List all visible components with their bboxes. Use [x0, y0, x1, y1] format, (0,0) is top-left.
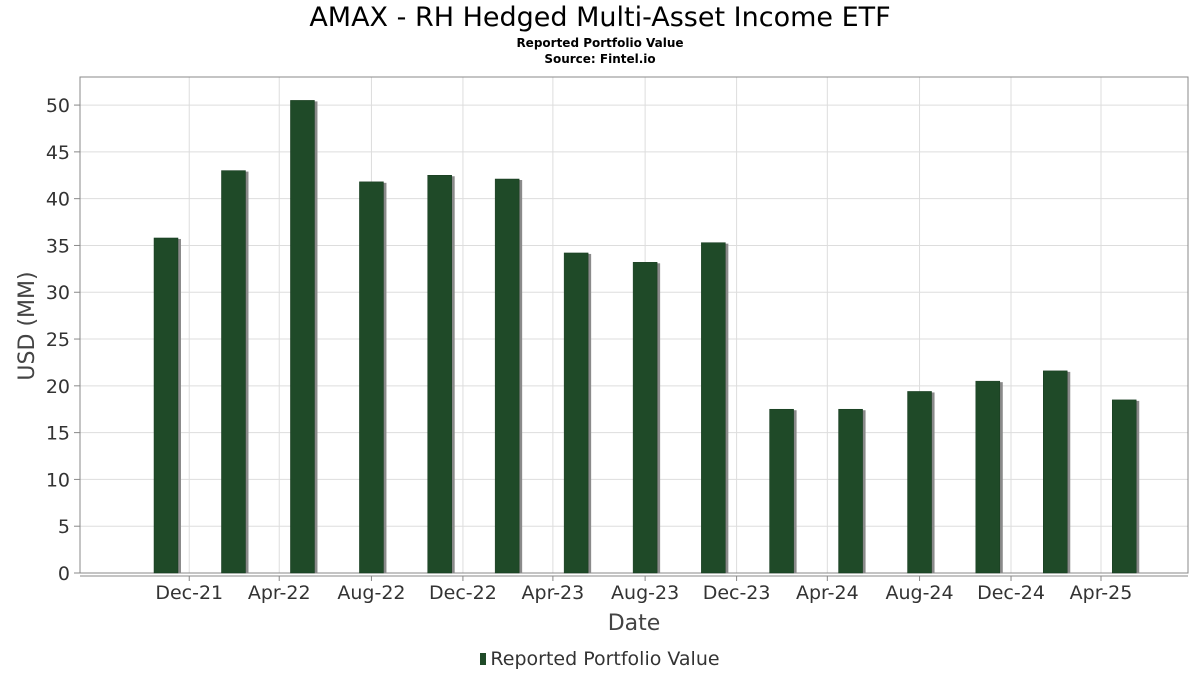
- x-axis-label: Date: [608, 611, 661, 636]
- y-tick-label: 20: [46, 376, 70, 398]
- chart-source: Source: Fintel.io: [544, 52, 656, 66]
- bar: [153, 237, 179, 574]
- x-tick-label: Aug-23: [611, 582, 679, 604]
- x-tick-label: Apr-22: [248, 582, 311, 604]
- bar: [838, 408, 863, 574]
- grid-lines: [80, 77, 1188, 573]
- legend-swatch: [480, 653, 487, 665]
- bar: [1043, 370, 1068, 574]
- x-axis: Dec-21 Apr-22 Aug-22 Dec-22 Apr-23 Aug-23 Dec-…: [80, 575, 1188, 604]
- x-tick-label: Dec-24: [977, 582, 1045, 604]
- y-tick-label: 15: [46, 423, 70, 445]
- x-tick-label: Dec-22: [429, 582, 497, 604]
- y-tick-label: 25: [46, 329, 70, 351]
- y-tick-label: 50: [46, 95, 70, 117]
- y-axis: 0 5 10 15 20 25 30 35 40 45 50: [46, 95, 80, 585]
- bar: [427, 175, 452, 574]
- bar: [701, 242, 726, 574]
- y-tick-label: 10: [46, 469, 70, 491]
- bar: [563, 252, 589, 574]
- x-tick-label: Aug-22: [337, 582, 405, 604]
- chart-title: AMAX - RH Hedged Multi-Asset Income ETF: [309, 2, 891, 33]
- bar: [1111, 399, 1137, 574]
- bar: [632, 262, 658, 574]
- bar: [975, 380, 1001, 574]
- bar: [769, 408, 794, 574]
- y-tick-label: 5: [58, 516, 70, 538]
- x-tick-label: Aug-24: [885, 582, 953, 604]
- x-tick-label: Apr-25: [1070, 582, 1133, 604]
- y-axis-label: USD (MM): [15, 271, 40, 380]
- chart-subtitle: Reported Portfolio Value: [516, 36, 684, 50]
- y-tick-label: 0: [58, 563, 70, 585]
- legend-label: Reported Portfolio Value: [490, 648, 720, 670]
- y-tick-label: 40: [46, 189, 70, 211]
- bars: [153, 100, 1140, 574]
- bar: [221, 170, 246, 574]
- y-tick-label: 35: [46, 235, 70, 257]
- y-tick-label: 45: [46, 142, 70, 164]
- x-tick-label: Apr-24: [796, 582, 859, 604]
- x-tick-label: Dec-23: [703, 582, 771, 604]
- legend: Reported Portfolio Value: [0, 648, 1200, 670]
- x-tick-label: Dec-21: [155, 582, 223, 604]
- y-tick-label: 30: [46, 282, 70, 304]
- bar: [359, 181, 384, 574]
- bar: [290, 100, 315, 574]
- bar: [907, 391, 932, 574]
- bar: [494, 178, 520, 574]
- x-tick-label: Apr-23: [522, 582, 585, 604]
